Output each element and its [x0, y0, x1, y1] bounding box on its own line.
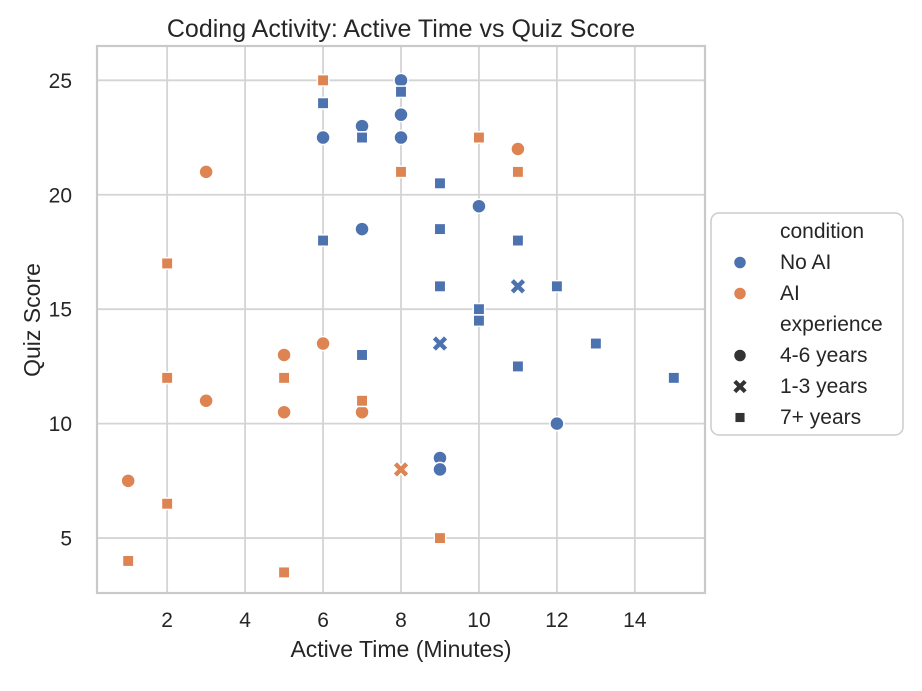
point-circle-ai: [510, 141, 526, 157]
point-square-no-ai: [316, 234, 330, 247]
point-circle-no-ai: [432, 461, 448, 478]
point-circle-no-ai: [315, 129, 331, 146]
point-square-ai: [160, 497, 174, 511]
tick-labels: 2 4 6 8 10 12 14 5 10 15 20 25: [49, 70, 647, 632]
point-circle-no-ai: [393, 129, 409, 146]
x-tick-label: 10: [467, 609, 490, 632]
legend-item-label: AI: [780, 282, 800, 305]
point-square-no-ai: [433, 222, 447, 236]
series-ai-1-3-years: [392, 461, 410, 478]
x-tick-label: 12: [545, 609, 568, 632]
legend-box: [710, 212, 904, 436]
point-square-ai: [511, 165, 525, 179]
legend-item-4-6-years: 4-6 years: [732, 344, 868, 367]
point-square-ai: [160, 256, 174, 270]
point-square-no-ai: [355, 348, 369, 362]
plot-area: [95, 44, 707, 595]
point-circle-no-ai: [354, 118, 370, 134]
point-square-ai: [355, 394, 369, 408]
point-square-ai: [121, 554, 135, 568]
point-square-legend: [733, 411, 747, 424]
point-circle-no-ai: [393, 72, 409, 89]
point-circle-ai: [120, 473, 136, 489]
series-no-ai-7+-years: [316, 85, 681, 385]
point-square-ai: [316, 73, 330, 87]
legend-item-label: 4-6 years: [780, 344, 868, 367]
point-circle-ai: [354, 404, 370, 420]
legend-group-title: condition: [780, 220, 864, 243]
y-tick-label: 15: [49, 299, 72, 322]
point-circle-ai: [198, 392, 214, 409]
series-ai-7+-years: [121, 73, 525, 579]
x-tick-label: 4: [239, 609, 251, 632]
y-axis-label: Quiz Score: [19, 263, 45, 377]
legend-item-ai: AI: [732, 282, 800, 305]
x-tick-label: 8: [395, 609, 407, 632]
x-tick-label: 6: [317, 609, 329, 632]
point-x-ai: [393, 462, 409, 477]
point-x-no-ai: [510, 279, 526, 294]
point-x-no-ai: [432, 336, 448, 351]
point-square-ai: [394, 165, 408, 179]
point-x-legend: [733, 379, 747, 394]
point-square-no-ai: [433, 176, 447, 190]
x-tick-label: 2: [161, 609, 173, 632]
point-circle-no-ai: [354, 221, 370, 237]
point-circle-ai: [276, 347, 292, 363]
point-square-no-ai: [511, 359, 525, 373]
y-tick-label: 25: [49, 70, 72, 93]
y-tick-label: 10: [49, 413, 72, 436]
point-square-ai: [160, 371, 174, 385]
x-tick-label: 14: [623, 609, 647, 632]
point-circle-legend: [732, 286, 748, 301]
legend-item-7-years: 7+ years: [733, 406, 861, 429]
point-square-no-ai: [511, 234, 525, 247]
legend-item-1-3-years: 1-3 years: [732, 375, 868, 398]
legend-item-label: 7+ years: [780, 406, 861, 429]
point-square-no-ai: [667, 371, 681, 385]
y-tick-label: 20: [49, 184, 72, 207]
series-no-ai-1-3-years: [431, 278, 527, 352]
point-circle-legend: [732, 348, 748, 363]
point-square-ai: [472, 131, 486, 144]
series-no-ai-4-6-years: [315, 72, 565, 478]
y-tick-label: 5: [60, 528, 72, 551]
data-points: [120, 72, 681, 579]
point-square-no-ai: [589, 337, 603, 350]
legend-item-label: No AI: [780, 251, 831, 274]
point-square-no-ai: [550, 279, 564, 293]
legend-group-title: experience: [780, 313, 883, 336]
grid-layer: [97, 46, 705, 593]
point-square-no-ai: [355, 131, 369, 144]
point-square-ai: [433, 531, 447, 545]
legend: condition No AI AI experience 4-6 years 1-3 y…: [710, 212, 904, 436]
x-axis-label: Active Time (Minutes): [290, 636, 511, 662]
point-circle-legend: [732, 255, 748, 270]
point-square-no-ai: [472, 302, 486, 316]
point-circle-no-ai: [393, 106, 409, 123]
chart-title: Coding Activity: Active Time vs Quiz Sco…: [167, 15, 635, 43]
point-square-no-ai: [394, 85, 408, 99]
point-circle-no-ai: [549, 415, 565, 432]
legend-item-no-ai: No AI: [732, 251, 831, 274]
point-square-no-ai: [433, 279, 447, 293]
legend-item-label: 1-3 years: [780, 375, 868, 398]
point-square-ai: [277, 371, 291, 385]
point-circle-no-ai: [471, 198, 487, 214]
point-circle-ai: [276, 404, 292, 420]
point-circle-ai: [198, 164, 214, 180]
point-circle-ai: [315, 335, 331, 352]
point-square-no-ai: [316, 96, 330, 110]
point-square-ai: [277, 565, 291, 579]
point-square-no-ai: [472, 314, 486, 328]
